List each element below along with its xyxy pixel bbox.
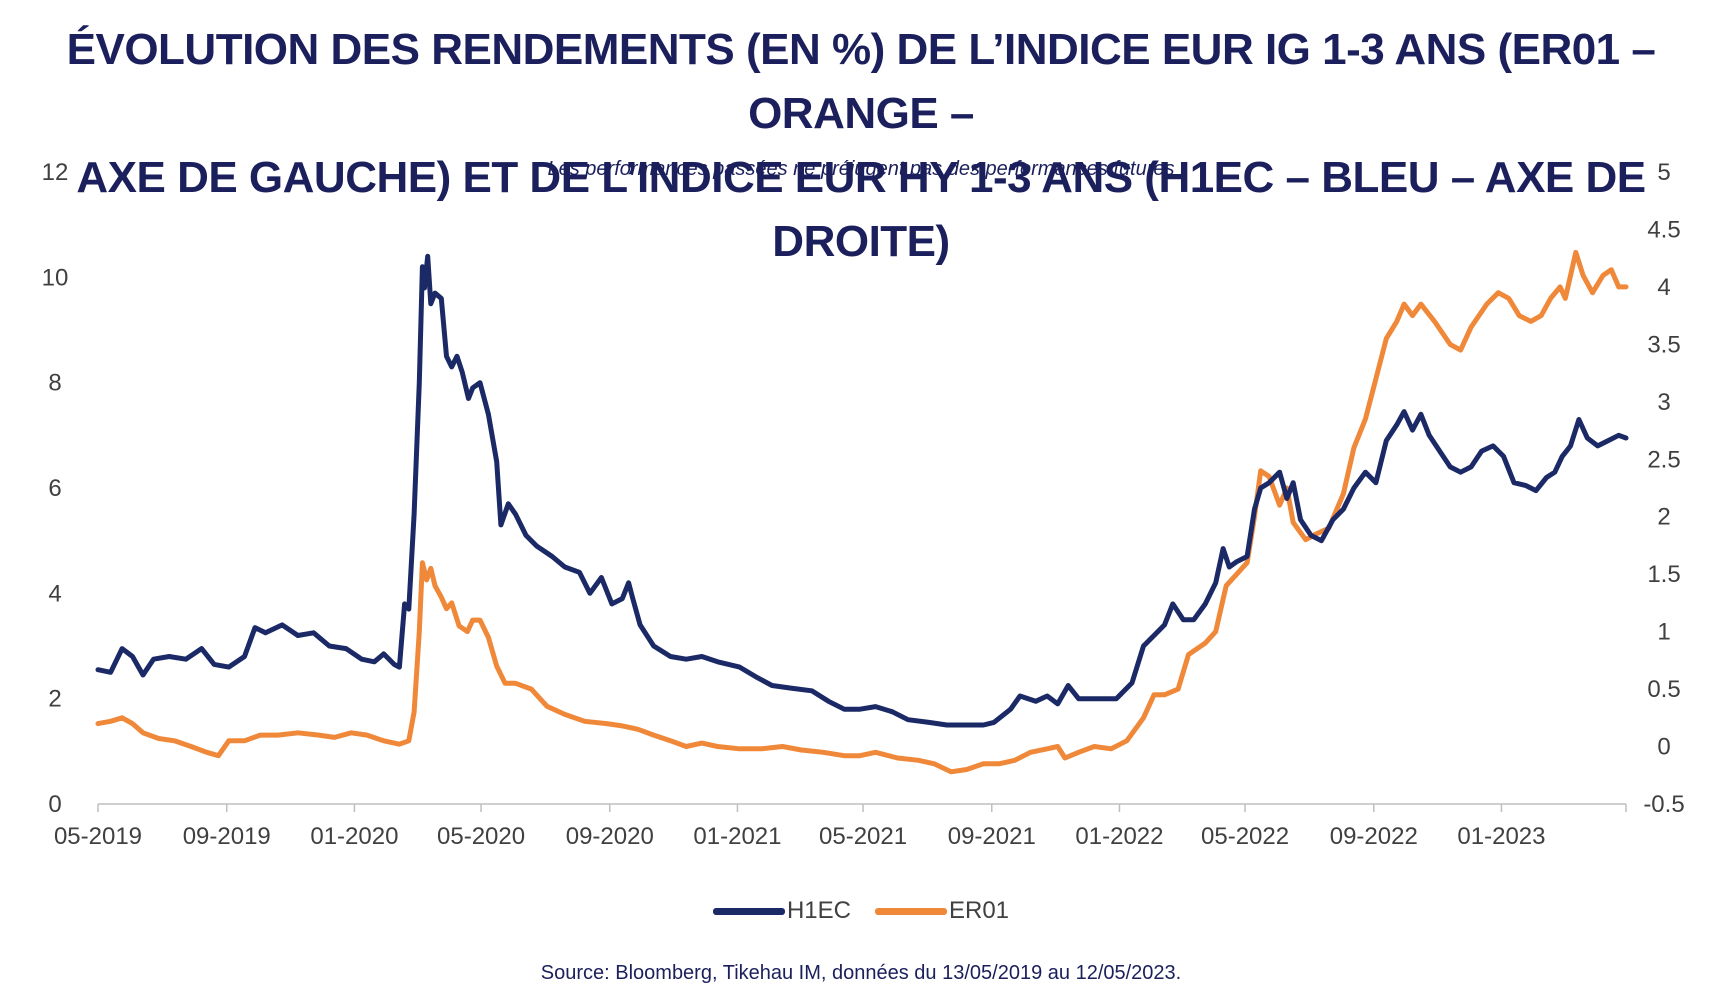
right-axis-ticks: -0.5 0 0.5 1 1.5 2 2.5 3 3.5 4 4.5 5 bbox=[1643, 159, 1684, 818]
x-axis: 05-2019 09-2019 01-2020 05-2020 09-2020 01-20… bbox=[54, 803, 1627, 850]
right-tick-label: -0.5 bbox=[1643, 791, 1684, 818]
legend: H1EC ER01 bbox=[0, 897, 1722, 925]
legend-label-h1ec: H1EC bbox=[786, 897, 851, 924]
x-tick-label: 05-2022 bbox=[1201, 823, 1289, 850]
left-tick-label: 10 bbox=[42, 264, 69, 291]
x-tick-label: 05-2019 bbox=[54, 823, 142, 850]
right-tick-label: 3 bbox=[1657, 389, 1670, 416]
x-tick-label: 05-2020 bbox=[437, 823, 525, 850]
right-tick-label: 1.5 bbox=[1647, 561, 1680, 588]
chart-title-line-2: AXE DE GAUCHE) ET DE L’INDICE EUR HY 1-3… bbox=[76, 153, 1646, 266]
x-tick-label: 09-2019 bbox=[183, 823, 271, 850]
right-tick-label: 5 bbox=[1657, 159, 1670, 186]
right-tick-label: 0 bbox=[1657, 734, 1670, 761]
left-tick-label: 6 bbox=[48, 475, 61, 502]
series-layer bbox=[95, 249, 1629, 775]
left-axis-ticks: 0 2 4 6 8 10 12 bbox=[42, 159, 69, 818]
right-tick-label: 0.5 bbox=[1647, 676, 1680, 703]
x-tick-label: 01-2022 bbox=[1075, 823, 1163, 850]
x-tick-label: 05-2021 bbox=[819, 823, 907, 850]
left-tick-label: 8 bbox=[48, 370, 61, 397]
left-tick-label: 4 bbox=[48, 580, 61, 607]
legend-item-h1ec[interactable]: H1EC bbox=[712, 897, 851, 925]
series-line-er01[interactable] bbox=[95, 249, 1629, 775]
legend-swatch-h1ec bbox=[712, 907, 785, 915]
x-tick-label: 01-2020 bbox=[310, 823, 398, 850]
x-tick-label: 01-2023 bbox=[1457, 823, 1545, 850]
right-tick-label: 2.5 bbox=[1647, 446, 1680, 473]
left-tick-label: 12 bbox=[42, 159, 69, 186]
right-tick-label: 1 bbox=[1657, 619, 1670, 646]
right-tick-label: 4.5 bbox=[1647, 216, 1680, 243]
chart-title-line-1: ÉVOLUTION DES RENDEMENTS (EN %) DE L’IND… bbox=[66, 25, 1656, 138]
legend-swatch-er01 bbox=[874, 907, 947, 915]
x-tick-label: 09-2022 bbox=[1330, 823, 1418, 850]
series-line-h1ec[interactable] bbox=[95, 253, 1629, 728]
right-tick-label: 4 bbox=[1657, 274, 1670, 301]
x-tick-label: 01-2021 bbox=[693, 823, 781, 850]
chart-subtitle: Les performances passées ne préjugent pa… bbox=[547, 158, 1175, 180]
right-tick-label: 3.5 bbox=[1647, 331, 1680, 358]
x-tick-label: 09-2020 bbox=[566, 823, 654, 850]
x-tick-label: 09-2021 bbox=[948, 823, 1036, 850]
left-tick-label: 0 bbox=[48, 791, 61, 818]
legend-label-er01: ER01 bbox=[948, 897, 1010, 924]
source-note: Source: Bloomberg, Tikehau IM, données d… bbox=[540, 962, 1182, 984]
left-tick-label: 2 bbox=[48, 686, 61, 713]
chart-title: ÉVOLUTION DES RENDEMENTS (EN %) DE L’IND… bbox=[0, 18, 1722, 274]
right-tick-label: 2 bbox=[1657, 504, 1670, 531]
legend-item-er01[interactable]: ER01 bbox=[874, 897, 1010, 925]
